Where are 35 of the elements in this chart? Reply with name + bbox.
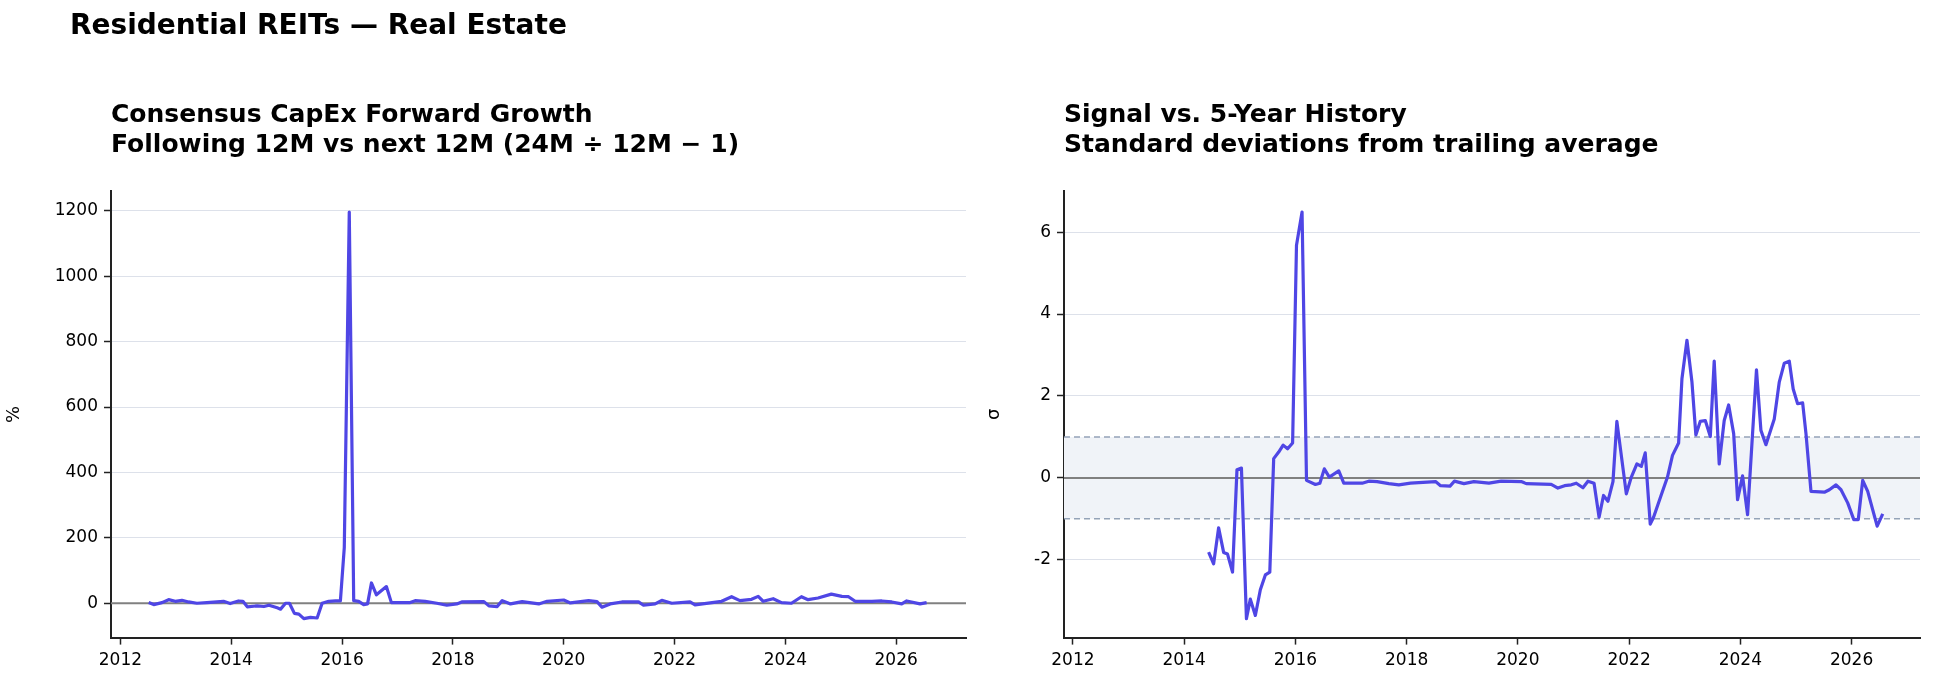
x-tick-label: 2020 [542,649,586,670]
x-tick-label: 2016 [1273,649,1318,670]
y-tick-label: 800 [65,330,98,351]
y-tick-label: -2 [1034,548,1051,569]
y-tick-label: 0 [1040,466,1051,487]
x-tick-label: 2026 [1829,649,1874,670]
x-tick-label: 2018 [431,649,475,670]
y-tick-label: 6 [1040,220,1051,241]
chart-subtitle: Following 12M vs next 12M (24M ÷ 12M − 1) [111,129,740,159]
y-tick-label: 600 [65,395,98,416]
y-tick-label: 1200 [54,199,98,220]
x-tick-label: 2024 [1718,649,1762,670]
x-tick-label: 2026 [874,649,918,670]
y-axis-title: σ [982,408,1004,421]
x-tick-label: 2024 [763,649,807,670]
x-tick-label: 2012 [1051,649,1095,670]
x-tick-label: 2022 [1607,649,1651,670]
x-tick-label: 2012 [98,649,143,670]
x-tick-label: 2022 [652,649,697,670]
y-tick-label: 2 [1040,384,1051,405]
chart-title: Consensus CapEx Forward Growth [111,99,594,129]
y-tick-label: 200 [65,526,98,547]
x-tick-label: 2020 [1496,649,1540,670]
y-tick-label: 0 [87,591,98,612]
x-tick-label: 2014 [209,649,253,670]
y-axis-title: % [2,405,24,423]
text: Residential REITs — Real Estate [70,8,567,41]
chart-title: Signal vs. 5-Year History [1064,99,1408,129]
y-tick-label: 4 [1040,302,1051,323]
y-tick-label: 1000 [54,264,98,285]
x-tick-label: 2018 [1384,649,1429,670]
x-tick-label: 2016 [320,649,364,670]
y-tick-label: 400 [65,460,98,481]
chart-subtitle: Standard deviations from trailing average [1064,129,1659,159]
x-tick-label: 2014 [1162,649,1206,670]
